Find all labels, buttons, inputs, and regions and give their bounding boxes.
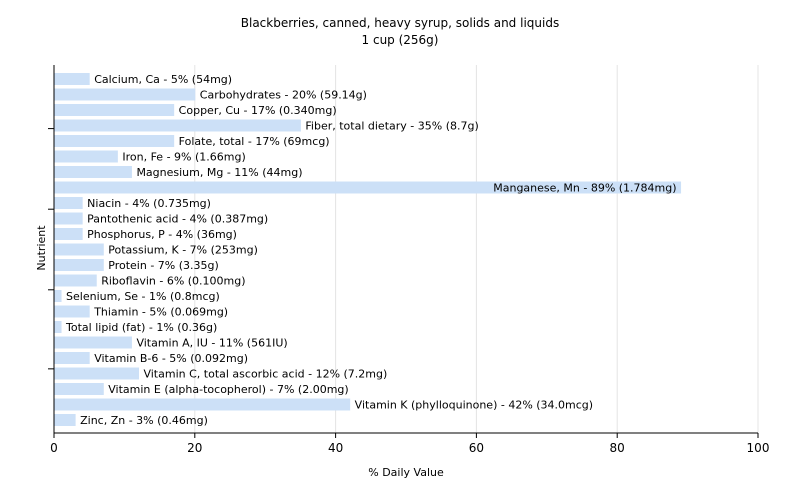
x-tick-label: 0 [50,441,58,455]
bar [54,305,90,318]
bar-label: Zinc, Zn - 3% (0.46mg) [80,414,208,427]
bar [54,212,83,225]
bar [54,414,76,426]
bar-label: Carbohydrates - 20% (59.14g) [200,89,367,102]
bar-label: Manganese, Mn - 89% (1.784mg) [493,182,676,195]
x-tick-label: 80 [610,441,625,455]
bar [54,259,104,271]
x-tick-label: 60 [469,441,484,455]
x-tick-label: 40 [328,441,343,455]
bar-label: Vitamin A, IU - 11% (561IU) [136,337,287,350]
bar [54,135,175,147]
bar [54,336,132,349]
bar-label: Niacin - 4% (0.735mg) [87,197,211,210]
bar [54,352,90,364]
bar [54,150,118,163]
bar-label: Phosphorus, P - 4% (36mg) [87,228,237,241]
bar-label: Vitamin E (alpha-tocopherol) - 7% (2.00m… [108,383,348,396]
bar-label: Fiber, total dietary - 35% (8.7g) [305,120,478,133]
bar-label: Folate, total - 17% (69mcg) [179,135,330,148]
bar [54,274,97,287]
bar [54,228,83,240]
bar [54,367,139,380]
bar-label: Protein - 7% (3.35g) [108,259,219,272]
bar-label: Magnesium, Mg - 11% (44mg) [136,166,302,179]
gridlines [194,65,759,433]
bars: Calcium, Ca - 5% (54mg) Carbohydrates - 2… [54,73,682,427]
bar-label: Total lipid (fat) - 1% (0.36g) [65,321,217,334]
bar-label: Copper, Cu - 17% (0.340mg) [179,104,337,117]
bar [54,73,90,85]
bar [54,398,351,411]
bar [54,290,62,302]
chart-subtitle: 1 cup (256g) [362,33,439,47]
bar [54,166,132,178]
bar [54,88,196,101]
bar [54,383,104,395]
y-axis-title: Nutrient [35,225,48,271]
bar [54,119,301,132]
axes: 0 20 40 60 80 100 [48,65,769,455]
bar-label: Calcium, Ca - 5% (54mg) [94,73,232,86]
x-tick-label: 100 [747,441,770,455]
bar [54,321,62,333]
bar-label: Selenium, Se - 1% (0.8mcg) [66,290,220,303]
bar-label: Thiamin - 5% (0.069mg) [93,306,228,319]
x-tick-label: 20 [187,441,202,455]
bar [54,104,175,116]
bar-label: Iron, Fe - 9% (1.66mg) [122,151,245,164]
x-axis-title: % Daily Value [368,466,444,479]
bar-label: Vitamin B-6 - 5% (0.092mg) [94,352,248,365]
bar-label: Potassium, K - 7% (253mg) [108,244,258,257]
bar-label: Vitamin K (phylloquinone) - 42% (34.0mcg… [355,399,593,412]
bar [54,243,104,256]
chart-title: Blackberries, canned, heavy syrup, solid… [241,16,559,30]
bar [54,197,83,209]
bar [54,181,682,194]
bar-label: Vitamin C, total ascorbic acid - 12% (7.… [143,368,387,381]
bar-label: Pantothenic acid - 4% (0.387mg) [87,213,268,226]
bar-label: Riboflavin - 6% (0.100mg) [101,275,245,288]
